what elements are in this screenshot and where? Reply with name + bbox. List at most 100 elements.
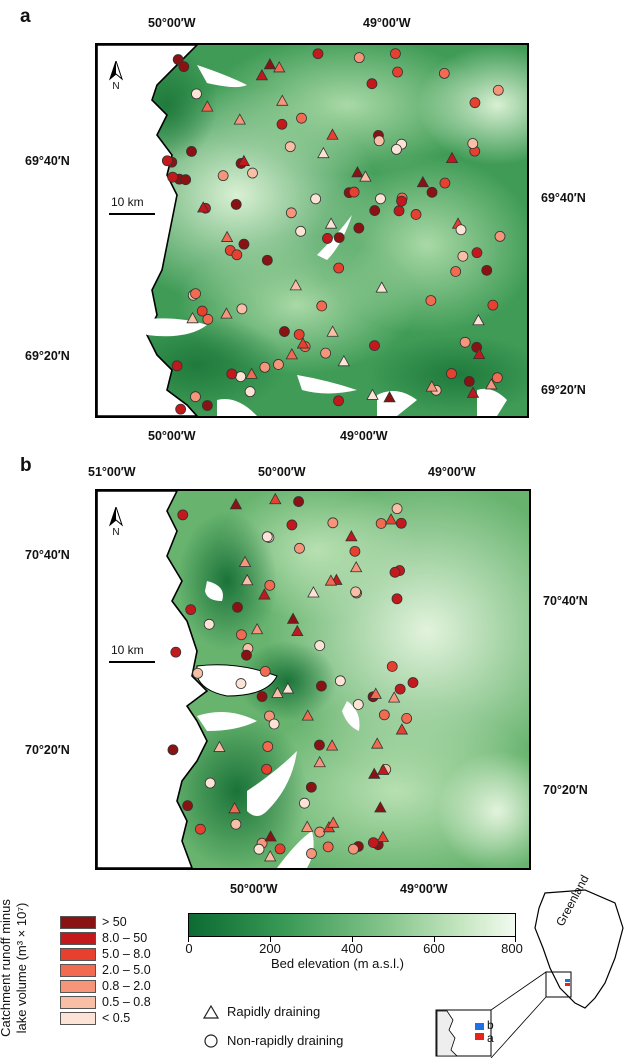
non-rapidly-draining-lake-marker xyxy=(299,797,310,809)
non-rapidly-draining-lake-marker xyxy=(230,818,242,830)
non-rapidly-draining-lake-marker xyxy=(226,368,238,380)
non-rapidly-draining-lake-marker xyxy=(391,503,403,515)
panel-b-lon-bottom-2: 49°00′W xyxy=(400,882,448,896)
non-rapidly-draining-lake-marker xyxy=(450,266,462,277)
rapidly-draining-lake-marker xyxy=(368,767,381,779)
non-rapidly-draining-lake-marker xyxy=(259,665,271,677)
panel-b-lat-right-1: 70°40′N xyxy=(543,594,588,608)
north-arrow-icon xyxy=(109,507,123,527)
non-rapidly-draining-lake-marker xyxy=(194,823,206,835)
non-rapidly-draining-lake-marker xyxy=(294,542,305,554)
non-rapidly-draining-lake-marker xyxy=(322,233,333,244)
rapidly-draining-lake-marker xyxy=(416,175,430,188)
rapidly-draining-lake-marker xyxy=(326,325,339,337)
legend-swatch-4 xyxy=(60,963,96,977)
panel-b-lat-left-1: 70°40′N xyxy=(25,548,70,562)
rapidly-draining-lake-marker xyxy=(289,279,302,291)
panel-b-scale-line xyxy=(109,661,155,663)
rapidly-draining-lake-marker xyxy=(345,529,358,542)
colorbar-tick-200 xyxy=(270,937,271,942)
rapidly-draining-lake-marker xyxy=(351,165,364,178)
rapidly-draining-lake-marker xyxy=(371,737,384,749)
non-rapidly-draining-lake-marker xyxy=(253,843,265,855)
non-rapidly-draining-lake-marker xyxy=(235,678,247,689)
rapidly-draining-lake-marker xyxy=(326,128,339,140)
non-rapidly-draining-lake-marker xyxy=(350,586,362,598)
rapidly-draining-lake-marker xyxy=(317,146,330,159)
non-rapidly-draining-lake-marker xyxy=(167,744,179,756)
non-rapidly-draining-lake-marker xyxy=(348,843,359,855)
rapidly-draining-lake-marker xyxy=(485,378,498,390)
rapidly-draining-lake-marker xyxy=(264,830,277,842)
non-rapidly-draining-lake-marker xyxy=(494,231,506,242)
rapidly-draining-lake-marker xyxy=(220,230,234,242)
rapidly-draining-lake-marker xyxy=(229,498,243,510)
panel-b-scale-bar: 10 km xyxy=(109,643,159,665)
non-rapidly-draining-lake-marker xyxy=(333,395,344,407)
colorbar-ticklabel-200: 200 xyxy=(259,941,281,956)
non-rapidly-draining-lake-marker xyxy=(320,347,332,359)
non-rapidly-draining-lake-marker xyxy=(261,763,273,775)
legend-class-1: > 50 xyxy=(60,915,127,929)
rapidly-draining-lake-marker xyxy=(213,740,226,752)
non-rapidly-draining-lake-marker xyxy=(170,646,182,658)
non-rapidly-draining-lake-marker xyxy=(378,709,390,721)
non-rapidly-draining-lake-marker xyxy=(232,601,243,613)
rapidly-draining-lake-marker xyxy=(359,170,372,182)
colorbar-tick-600 xyxy=(434,937,435,942)
rapidly-draining-lake-marker xyxy=(285,348,298,360)
non-rapidly-draining-lake-marker xyxy=(471,247,483,259)
inset-label-b: b xyxy=(487,1018,494,1032)
non-rapidly-draining-lake-marker xyxy=(256,691,268,702)
panel-b-lon-top-3: 49°00′W xyxy=(428,465,476,479)
non-rapidly-draining-lake-marker xyxy=(167,171,179,183)
non-rapidly-draining-lake-marker xyxy=(178,61,190,73)
colorbar-ticklabel-400: 400 xyxy=(341,941,363,956)
panel-b-map[interactable]: N 10 km xyxy=(95,489,531,870)
rapidly-draining-lake-marker xyxy=(313,755,326,768)
non-rapidly-draining-lake-marker xyxy=(366,78,378,90)
rapidly-draining-lake-marker xyxy=(241,573,254,586)
non-rapidly-draining-lake-marker xyxy=(459,336,471,348)
non-rapidly-draining-lake-marker xyxy=(236,629,247,641)
panel-a-scale-label: 10 km xyxy=(111,195,144,209)
rapidly-draining-lake-marker xyxy=(387,691,401,703)
non-rapidly-draining-lake-marker xyxy=(286,519,298,531)
panel-a-lat-left-1: 69°40′N xyxy=(25,154,70,168)
non-rapidly-draining-lake-marker xyxy=(268,718,280,730)
rapidly-draining-lake-marker xyxy=(296,337,310,349)
non-rapidly-draining-lake-marker xyxy=(191,88,202,100)
rapidly-draining-lake-marker xyxy=(286,612,300,624)
non-rapidly-draining-lake-marker xyxy=(333,232,345,244)
panel-b-letter: b xyxy=(20,455,32,476)
panel-a-map[interactable]: N 10 km xyxy=(95,43,529,418)
rapidly-draining-lake-marker xyxy=(281,682,295,694)
colorbar-tick-0 xyxy=(188,937,189,942)
legend-title-line2: lake volume (m³ × 10⁷) xyxy=(14,902,29,1034)
non-rapidly-draining-lake-marker xyxy=(439,177,451,189)
non-rapidly-draining-lake-marker xyxy=(204,777,216,789)
panel-a-lon-bottom-1: 50°00′W xyxy=(148,429,196,443)
rapidly-draining-lake-marker xyxy=(258,588,271,600)
triangle-icon xyxy=(203,1004,219,1019)
panel-a-map-svg xyxy=(97,45,527,416)
legend-rapidly-draining: Rapidly draining xyxy=(203,1004,320,1019)
non-rapidly-draining-lake-marker xyxy=(316,300,328,312)
non-rapidly-draining-lake-marker xyxy=(310,193,322,205)
rapidly-draining-lake-marker xyxy=(201,100,214,112)
non-rapidly-draining-lake-marker xyxy=(314,640,326,652)
panel-a-lat-right-1: 69°40′N xyxy=(541,191,586,205)
non-rapidly-draining-lake-marker xyxy=(171,360,183,372)
non-rapidly-draining-lake-marker xyxy=(284,141,296,153)
colorbar-ticklabel-600: 600 xyxy=(423,941,445,956)
panel-a-north-arrow: N xyxy=(109,61,123,92)
legend-label-3: 5.0 – 8.0 xyxy=(102,947,151,961)
legend-class-4: 2.0 – 5.0 xyxy=(60,963,151,977)
rapidly-draining-lake-marker xyxy=(291,624,304,637)
legend-label-4: 2.0 – 5.0 xyxy=(102,963,151,977)
non-rapidly-draining-lake-marker xyxy=(386,661,398,672)
non-rapidly-draining-lake-marker xyxy=(196,305,208,317)
rapidly-draining-lake-marker xyxy=(374,801,387,813)
non-rapidly-draining-lake-marker xyxy=(276,118,288,130)
non-rapidly-draining-lake-marker xyxy=(392,66,403,78)
